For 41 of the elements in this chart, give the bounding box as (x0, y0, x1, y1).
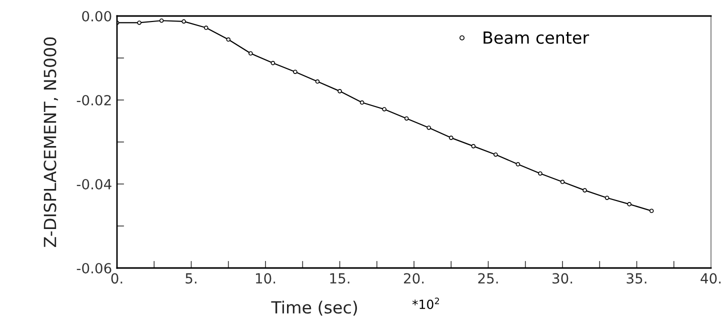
x-tick-label: 0. (111, 273, 122, 284)
legend-label: Beam center (484, 32, 590, 44)
point (159, 18, 164, 23)
x-tick-label: 30. (552, 273, 572, 284)
point (137, 20, 142, 25)
point (582, 188, 587, 192)
y-tick-label: -0.02 (76, 94, 111, 106)
x-axis-title: Time (sec) (271, 300, 357, 316)
point (649, 208, 654, 214)
x-tick-label: 15. (330, 273, 350, 284)
point (204, 26, 208, 30)
point (426, 126, 432, 130)
x-tick-label: 5. (186, 273, 196, 284)
x-tick-label: 10. (256, 273, 276, 284)
point (627, 202, 632, 206)
point (293, 70, 298, 74)
point (516, 162, 520, 166)
point (538, 171, 542, 176)
point (360, 100, 364, 105)
point (604, 196, 610, 200)
y-axis-title: Z-DISPLACEMENT, N5000 (44, 37, 58, 247)
point (248, 51, 253, 56)
point (560, 180, 565, 184)
x-tick-label: 20. (404, 273, 424, 284)
x-tick-label: 40. (700, 273, 721, 284)
y-tick-label: 0.00 (82, 10, 112, 22)
point (226, 37, 231, 42)
point (315, 79, 320, 84)
point (448, 136, 454, 140)
y-tick-label: -0.04 (76, 178, 112, 190)
point (494, 152, 498, 157)
x-tick-label: 25. (478, 273, 498, 284)
y-tick-label: -0.06 (76, 262, 112, 274)
point (338, 89, 342, 94)
text: *10$^{2}$ (412, 298, 439, 310)
point (471, 144, 476, 148)
point (382, 107, 386, 112)
point (182, 19, 186, 24)
x-tick-label: 35. (626, 273, 646, 284)
point (270, 60, 276, 66)
point (404, 116, 409, 121)
